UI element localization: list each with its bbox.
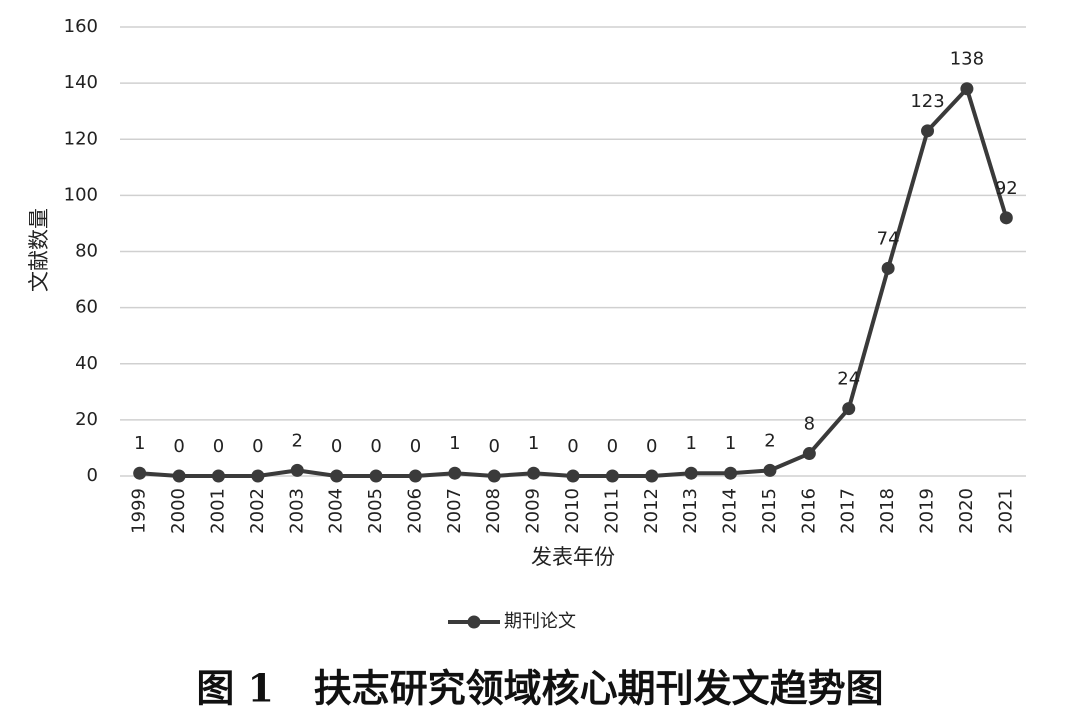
point	[251, 469, 265, 483]
x-tick-label: 2021	[995, 488, 1016, 534]
data-label: 0	[213, 436, 224, 457]
data-label: 1	[449, 433, 460, 454]
data-label: 0	[410, 436, 421, 457]
caption: 图 1 扶志研究领域核心期刊发文趋势图	[196, 666, 883, 711]
y-tick-label: 80	[75, 241, 98, 262]
x-tick-label: 2000	[168, 488, 189, 534]
x-tick-label: 2013	[680, 488, 701, 534]
series-line	[139, 86, 1009, 478]
y-tick-label: 20	[75, 409, 98, 430]
x-tick-label: 2016	[798, 488, 819, 534]
point	[921, 124, 935, 138]
point	[408, 469, 422, 483]
point	[133, 466, 147, 480]
data-label: 1	[528, 433, 539, 454]
point	[487, 469, 501, 483]
point	[527, 466, 541, 480]
data-label: 0	[567, 436, 578, 457]
point	[763, 463, 777, 477]
point	[842, 402, 856, 416]
legend-marker	[467, 615, 481, 629]
x-tick-label: 2001	[207, 488, 228, 534]
y-tick-label: 160	[64, 16, 98, 37]
y-tick-label: 0	[87, 465, 98, 486]
y-axis-title: 文献数量	[27, 208, 51, 292]
x-tick-label: 2019	[917, 488, 938, 534]
data-label: 123	[910, 91, 944, 112]
x-tick-label: 2007	[444, 488, 465, 534]
point	[881, 261, 895, 275]
y-tick-label: 140	[64, 72, 98, 93]
x-tick-label: 2018	[877, 488, 898, 534]
data-label: 2	[292, 430, 303, 451]
data-label: 0	[331, 436, 342, 457]
x-tick-label: 2014	[720, 488, 741, 534]
data-label: 1	[134, 433, 145, 454]
point	[330, 469, 344, 483]
x-tick-label: 2011	[601, 488, 622, 534]
point	[724, 466, 738, 480]
point	[448, 466, 462, 480]
data-label: 0	[607, 436, 618, 457]
data-label: 0	[173, 436, 184, 457]
x-tick-label: 2020	[956, 488, 977, 534]
data-label: 1	[685, 433, 696, 454]
point	[645, 469, 659, 483]
x-tick-label: 2005	[365, 488, 386, 534]
y-tick-label: 120	[64, 128, 98, 149]
point	[960, 82, 974, 96]
x-tick-label: 2012	[641, 488, 662, 534]
point	[802, 447, 816, 461]
point	[290, 463, 304, 477]
x-axis-title: 发表年份	[531, 545, 615, 569]
point	[684, 466, 698, 480]
data-label: 0	[646, 436, 657, 457]
data-label: 0	[252, 436, 263, 457]
x-tick-label: 2002	[247, 488, 268, 534]
x-tick-label: 2003	[286, 488, 307, 534]
point	[566, 469, 580, 483]
point	[999, 211, 1013, 225]
x-tick-label: 2008	[483, 488, 504, 534]
x-tick-label: 2017	[838, 488, 859, 534]
x-tick-label: 2015	[759, 488, 780, 534]
point	[369, 469, 383, 483]
data-label: 0	[370, 436, 381, 457]
y-tick-label: 40	[75, 353, 98, 374]
data-label: 74	[877, 228, 900, 249]
data-label: 2	[764, 430, 775, 451]
x-tick-label: 2010	[562, 488, 583, 534]
data-label: 0	[488, 436, 499, 457]
legend-label: 期刊论文	[504, 611, 576, 632]
x-tick-label: 2006	[404, 488, 425, 534]
x-tick-label: 1999	[129, 488, 150, 534]
data-label: 138	[950, 49, 984, 70]
x-tick-label: 2004	[326, 488, 347, 534]
y-tick-label: 100	[64, 184, 98, 205]
x-tick-label: 2009	[523, 488, 544, 534]
data-label: 92	[995, 178, 1018, 199]
point	[172, 469, 186, 483]
y-tick-label: 60	[75, 297, 98, 318]
point	[211, 469, 225, 483]
data-label: 8	[804, 414, 815, 435]
point	[605, 469, 619, 483]
data-label: 24	[837, 369, 860, 390]
data-label: 1	[725, 433, 736, 454]
